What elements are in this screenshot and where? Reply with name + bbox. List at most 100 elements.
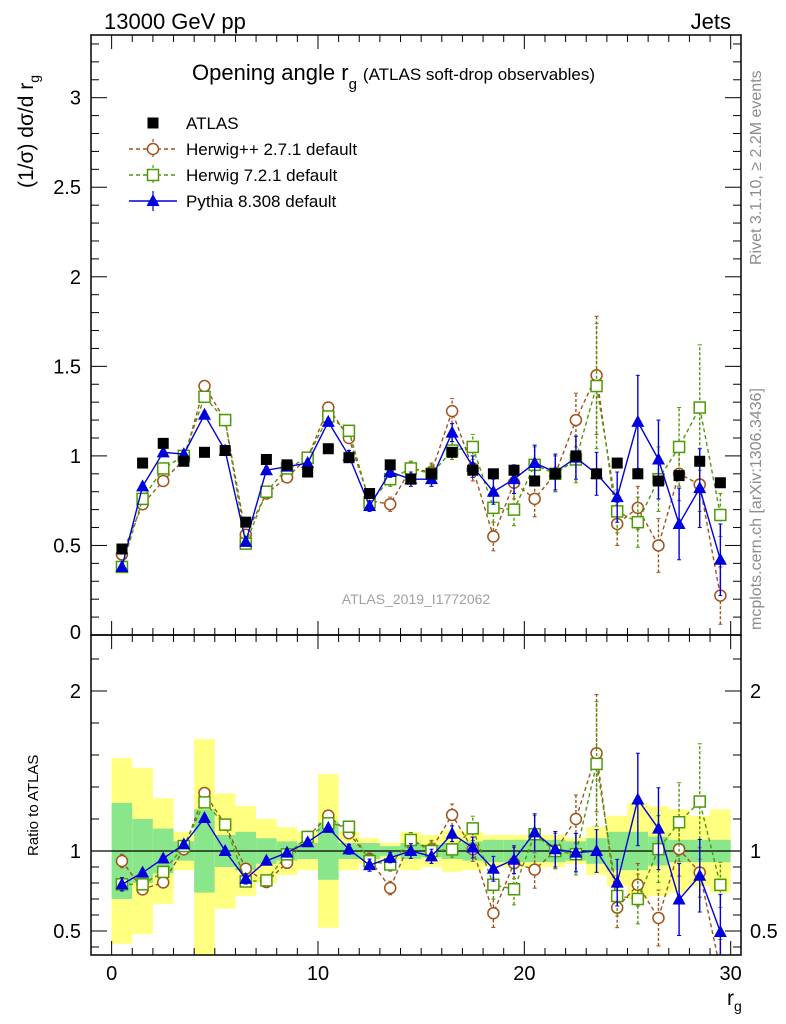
data-point [383,850,397,863]
data-point [569,812,583,826]
atlas-data-point [508,464,520,476]
atlas-data-point [591,468,603,480]
atlas-data-point [487,468,499,480]
atlas-data-point [116,543,128,555]
data-point [363,858,377,871]
y-tick-label: 2.5 [53,177,81,199]
data-point [342,842,356,855]
data-point [342,820,356,834]
atlas-data-point [178,455,190,467]
data-point [507,852,521,865]
atlas-data-point [611,457,623,469]
atlas-data-point [364,488,376,500]
atlas-data-point [198,446,210,458]
data-point [383,465,397,478]
data-point [631,414,645,427]
atlas-data-point [281,459,293,471]
ratio-y-axis-label: Ratio to ATLAS [25,755,42,856]
data-point [652,911,665,925]
atlas-data-point [137,457,149,469]
data-point [693,795,706,808]
y-tick-label: 0.5 [53,535,81,557]
legend-marker [146,168,160,182]
data-point [197,811,211,824]
legend: ATLAS Herwig++ 2.7.1 default Herwig 7.2.1 … [129,114,357,211]
y-tick-label: 1 [70,446,81,468]
data-point [569,845,583,858]
plot-title-suffix: (ATLAS soft-drop observables) [363,65,595,84]
data-point [631,515,645,529]
legend-label: ATLAS [186,114,239,133]
data-point [507,883,521,896]
header-left: 13000 GeV pp [104,9,246,34]
data-point [363,499,377,512]
data-point [445,404,459,418]
data-point [672,815,686,829]
data-point [280,845,294,858]
atlas-data-point [260,453,272,465]
data-point [631,892,645,906]
legend-label: Herwig++ 2.7.1 default [186,140,357,159]
x-axis-label-subscript: g [734,998,742,1014]
atlas-data-point [549,468,561,480]
data-point [651,821,665,834]
data-point [507,472,521,485]
header-right: Jets [691,9,731,34]
series-line [121,413,722,568]
data-point [156,851,170,864]
series-2 [115,374,727,597]
data-point [610,490,624,503]
ratio-y-tick-label-right: 1 [750,841,761,863]
data-point [115,854,129,868]
legend-label: Herwig 7.2.1 default [186,166,337,185]
data-point [569,413,583,427]
data-point [445,808,459,822]
atlas-data-point [425,468,437,480]
data-point [260,485,273,498]
x-axis-label: rg [727,987,742,1014]
data-point [672,892,686,905]
data-point [259,463,273,476]
atlas-data-point [240,516,252,528]
data-point [156,462,170,475]
data-point [486,484,500,497]
data-point [693,401,706,414]
mcplots-label: mcplots.cern.ch [arXiv:1306.3436] [748,388,765,630]
data-point [301,835,315,848]
ratio-plot-panel: 0.5 0.51 12 20 10 20 30 [53,634,778,985]
data-point [445,425,459,438]
data-point [590,844,604,856]
data-point [301,456,315,469]
data-point [507,503,521,516]
x-tick-label: 0 [106,963,117,985]
ratio-y-tick-label: 0.5 [53,921,81,943]
data-point [177,837,191,850]
analysis-watermark: ATLAS_2019_I1772062 [342,591,491,607]
data-point [260,874,273,887]
data-point [528,492,541,506]
legend-label: Pythia 8.308 default [186,192,337,211]
y-tick-label: 2 [70,267,81,289]
data-point [652,539,665,552]
data-point [136,865,150,878]
x-tick-label: 10 [307,963,329,985]
data-point [218,413,232,427]
ratio-series-2 [115,752,727,955]
atlas-data-point [467,464,479,476]
data-point [486,861,500,874]
data-point [115,559,129,572]
atlas-data-point [632,468,644,480]
atlas-data-point [652,475,664,487]
data-point [651,452,665,465]
x-tick-label: 20 [513,963,535,985]
data-point [672,516,686,529]
data-point [714,508,727,522]
data-point [383,881,397,895]
data-point [693,868,707,881]
atlas-data-point [405,473,417,485]
series-line [121,372,722,596]
data-point [631,792,645,805]
data-point [466,440,479,454]
data-point [590,757,603,771]
